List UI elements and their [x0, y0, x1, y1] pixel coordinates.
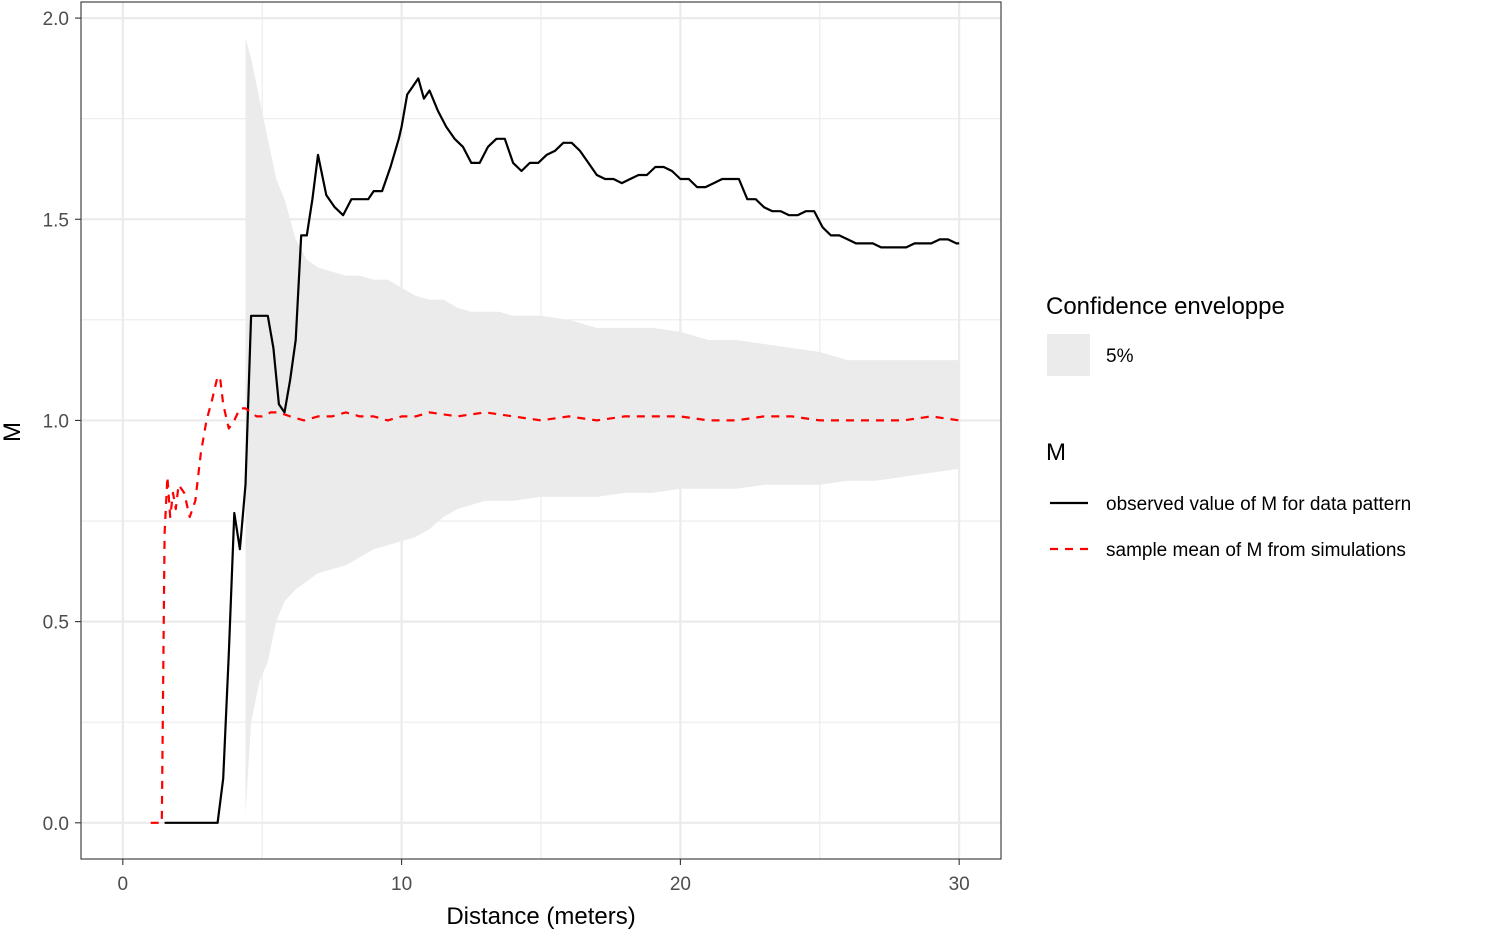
y-tick-label: 1.0 [43, 411, 69, 432]
mean-series-line [150, 375, 960, 824]
legend: Confidence enveloppe 5% M observed value… [1046, 293, 1411, 561]
legend-label-envelope: 5% [1106, 346, 1134, 367]
y-tick-label: 0.0 [43, 814, 69, 835]
x-tick-label: 30 [949, 874, 970, 895]
y-tick-label: 2.0 [43, 9, 69, 30]
x-axis-title: Distance (meters) [446, 903, 635, 930]
observed-series-line [164, 77, 960, 824]
y-tick-label: 0.5 [43, 613, 69, 634]
legend-label-mean: sample mean of M from simulations [1106, 540, 1406, 561]
y-axis-title: M [0, 422, 26, 442]
legend-key-envelope [1047, 334, 1090, 376]
legend-title-m: M [1046, 439, 1066, 466]
legend-label-observed: observed value of M for data pattern [1106, 494, 1411, 515]
x-tick-label: 0 [118, 874, 129, 895]
legend-title-envelope: Confidence enveloppe [1046, 293, 1285, 320]
confidence-envelope-area [245, 38, 960, 815]
axes: Distance (meters) M 0 10 20 30 0.0 0.5 1.0 1.5 2… [0, 9, 970, 930]
x-tick-label: 20 [670, 874, 691, 895]
y-tick-label: 1.5 [43, 210, 69, 231]
panel-border [80, 1, 1002, 860]
x-tick-label: 10 [391, 874, 412, 895]
plot-panel [80, 1, 1002, 860]
